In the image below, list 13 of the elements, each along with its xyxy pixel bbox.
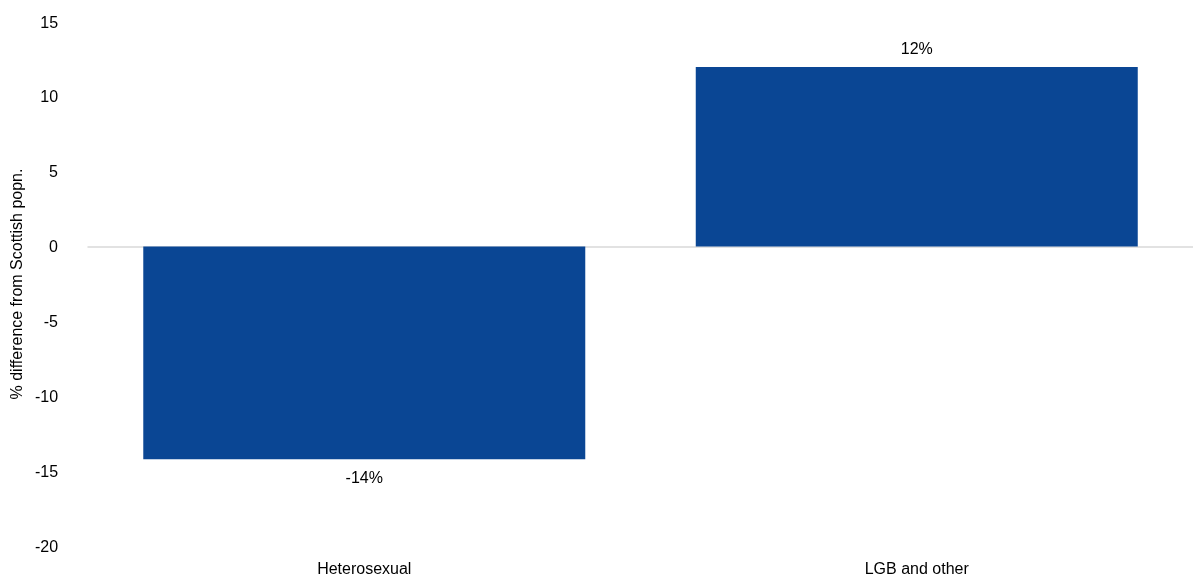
y-tick-label: 15 <box>40 13 59 31</box>
y-tick-label: -5 <box>43 312 59 330</box>
y-tick-label: -20 <box>34 537 59 555</box>
x-tick-label: Heterosexual <box>317 559 412 577</box>
data-label: 12% <box>900 40 933 58</box>
data-label: -14% <box>345 468 383 486</box>
y-tick-label: -10 <box>34 387 59 405</box>
y-axis-title: % difference from Scottish popn. <box>7 168 25 400</box>
x-tick-label: LGB and other <box>864 559 970 577</box>
y-tick-label: 10 <box>40 88 59 106</box>
y-tick-label: 5 <box>49 163 59 181</box>
y-tick-label: -15 <box>34 462 59 480</box>
y-tick-label: 0 <box>49 238 59 256</box>
